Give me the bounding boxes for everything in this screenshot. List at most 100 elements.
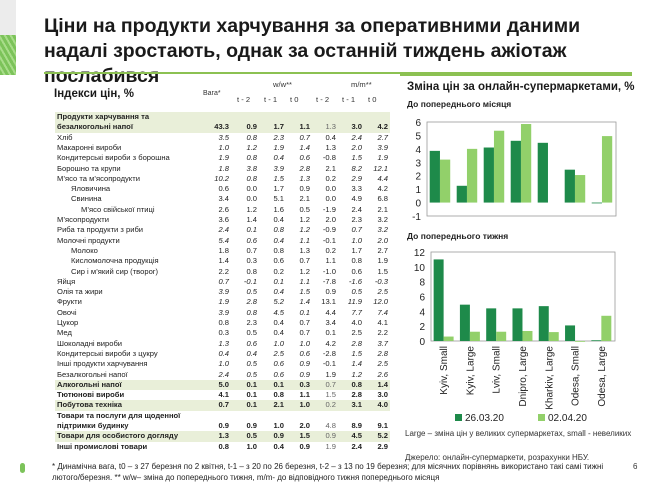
row-value: 1.3 bbox=[299, 245, 310, 255]
row-value: 1.9 bbox=[377, 153, 388, 163]
row-value: 0.9 bbox=[299, 369, 310, 379]
y-tick-label: 3 bbox=[415, 158, 421, 169]
row-value: -2.8 bbox=[322, 348, 336, 358]
row-label: М’ясо свійської птиці bbox=[81, 204, 155, 214]
row-value: 3.2 bbox=[377, 225, 388, 235]
row-value: 0.9 bbox=[273, 431, 284, 441]
x-tick-label: Kyiv, Small bbox=[439, 346, 450, 395]
row-value: 11.9 bbox=[347, 297, 362, 307]
row-value: 5.0 bbox=[218, 379, 229, 389]
row-value: 2.5 bbox=[377, 287, 388, 297]
row-value: 2.0 bbox=[377, 235, 388, 245]
row-label: Яловичина bbox=[71, 184, 111, 194]
row-value: 2.2 bbox=[377, 328, 388, 338]
page-title: Ціни на продукти харчування за оперативн… bbox=[44, 15, 581, 87]
row-label: Сир і м’який сир (творог) bbox=[71, 266, 159, 276]
row-value: 1.4 bbox=[351, 359, 362, 369]
bar bbox=[591, 202, 602, 204]
row-label: Безалкогольні напої bbox=[57, 369, 128, 379]
row-value: 2.3 bbox=[351, 215, 362, 224]
row-value: 2.1 bbox=[299, 194, 310, 204]
table-row: Інші промислові товари 0.8 1.0 0.4 0.9 1.9 2.4… bbox=[55, 442, 390, 452]
row-value: 0.8 bbox=[246, 132, 257, 142]
row-value: 1.5 bbox=[299, 287, 310, 297]
row-value: 0.7 bbox=[351, 225, 362, 235]
y-tick-label: 8 bbox=[419, 278, 425, 289]
row-value: 0.6 bbox=[351, 266, 362, 276]
chart2-subtitle: До попереднього тижня bbox=[407, 231, 509, 241]
bar bbox=[496, 331, 507, 341]
bar bbox=[443, 336, 454, 341]
row-value: -7.8 bbox=[322, 276, 336, 286]
row-label: Хліб bbox=[57, 132, 73, 142]
row-label: Кисломолочна продукція bbox=[71, 256, 159, 266]
row-value: 2.3 bbox=[246, 318, 257, 327]
legend-label: 26.03.20 bbox=[465, 413, 504, 424]
row-value: 0.8 bbox=[351, 379, 362, 389]
table-row: Шоколадні вироби 1.3 0.6 1.0 1.0 4.2 2.8 3.7 bbox=[55, 339, 390, 349]
chart-monthly: -1 0 1 2 3 4 5 6 bbox=[412, 118, 617, 223]
row-value: 0.1 bbox=[246, 400, 257, 410]
y-tick-label: 2 bbox=[419, 322, 425, 333]
row-value: 0.2 bbox=[273, 266, 284, 276]
row-value: 6.8 bbox=[377, 194, 388, 204]
bar bbox=[538, 306, 549, 341]
row-value: 2.2 bbox=[218, 266, 229, 276]
row-value: 0.2 bbox=[325, 400, 336, 410]
side-strip bbox=[0, 0, 16, 35]
period-header: t - 1 bbox=[264, 95, 278, 104]
row-value: 0.5 bbox=[351, 287, 362, 297]
row-value: 2.9 bbox=[351, 173, 362, 183]
row-label: Молочні продукти bbox=[57, 235, 120, 245]
row-value: 0.4 bbox=[273, 215, 284, 224]
row-value: 5.2 bbox=[273, 297, 284, 307]
row-label: Яйця bbox=[57, 276, 76, 286]
row-value: 1.8 bbox=[218, 245, 229, 255]
row-value: 0.7 bbox=[218, 400, 229, 410]
row-label: Товари для особистого догляду bbox=[57, 431, 179, 441]
chart-title: Зміна цін за онлайн-супермаркетами, % bbox=[407, 81, 635, 93]
row-value: 1.2 bbox=[299, 225, 310, 235]
row-value: 3.4 bbox=[218, 194, 229, 204]
table-row: Кондитерські вироби з борошна 1.9 0.8 0.4 0.… bbox=[55, 153, 390, 163]
row-value: 0.3 bbox=[246, 256, 257, 266]
table-row: Хліб 3.5 0.8 2.3 0.7 0.4 2.4 2.7 bbox=[55, 133, 390, 143]
row-value: 0.1 bbox=[299, 307, 310, 317]
row-value: 1.9 bbox=[325, 441, 336, 451]
y-tick-label: 12 bbox=[414, 248, 426, 259]
row-value: 0.6 bbox=[246, 338, 257, 348]
row-value: 1.0 bbox=[273, 338, 284, 348]
row-value: -1.9 bbox=[322, 204, 336, 214]
row-value: 0.8 bbox=[273, 390, 284, 400]
row-value: 0.5 bbox=[246, 369, 257, 379]
row-value: 0.1 bbox=[246, 379, 257, 389]
row-value: 0.9 bbox=[299, 359, 310, 369]
row-value: -0.1 bbox=[243, 276, 257, 286]
row-value: 0.1 bbox=[325, 328, 336, 338]
row-label: Кондитерські вироби з борошна bbox=[57, 153, 170, 163]
chart1-subtitle: До попереднього місяця bbox=[407, 99, 512, 109]
row-value: 4.2 bbox=[325, 338, 336, 348]
table-row: М’ясо свійської птиці 2.6 1.2 1.6 0.5 -1.9 2.4… bbox=[55, 205, 390, 215]
row-value: 1.1 bbox=[299, 122, 310, 132]
bar bbox=[520, 124, 532, 203]
row-value: 5.4 bbox=[218, 235, 229, 245]
page-number: 6 bbox=[633, 462, 638, 471]
row-value: 0.6 bbox=[218, 184, 229, 194]
row-value: 0.2 bbox=[325, 173, 336, 183]
row-value: 1.1 bbox=[299, 276, 310, 286]
row-value: 4.4 bbox=[377, 173, 388, 183]
row-value: 1.2 bbox=[299, 266, 310, 276]
note-source: Джерело: онлайн-супермаркети, розрахунки… bbox=[405, 453, 590, 462]
row-value: 0.7 bbox=[299, 318, 310, 327]
row-value: -0.8 bbox=[322, 153, 336, 163]
row-value: 1.4 bbox=[299, 142, 310, 152]
row-label: Побутова техніка bbox=[57, 400, 122, 410]
table-row: Побутова техніка 0.7 0.1 2.1 1.0 0.2 3.1 4.0 bbox=[55, 400, 390, 411]
row-label: Фрукти bbox=[57, 297, 82, 307]
row-value: -0.1 bbox=[322, 235, 336, 245]
row-value: 1.4 bbox=[299, 297, 310, 307]
row-value: 3.0 bbox=[377, 390, 388, 400]
table-row: Макаронні вироби 1.0 1.2 1.9 1.4 1.3 2.0 3.9 bbox=[55, 143, 390, 153]
row-value: 1.6 bbox=[273, 204, 284, 214]
